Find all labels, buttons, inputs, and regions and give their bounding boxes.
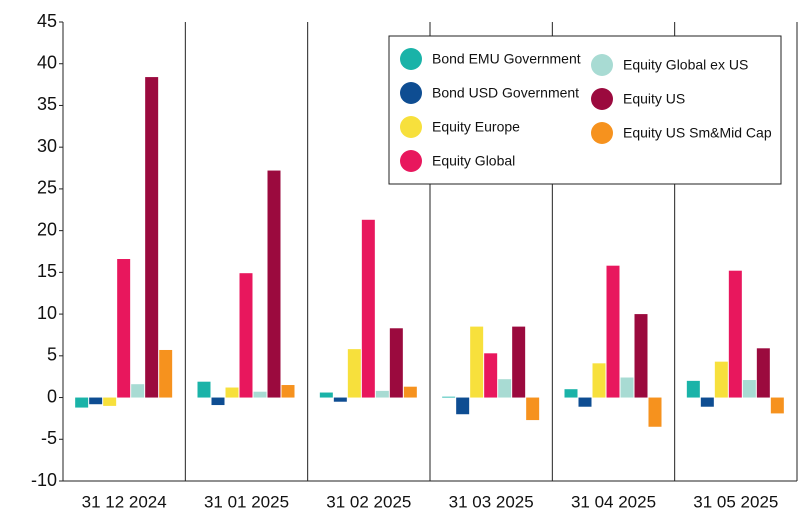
y-tick-label: 20: [37, 219, 57, 239]
legend-swatch: [591, 54, 613, 76]
x-tick-label: 31 04 2025: [571, 492, 656, 511]
y-tick-label: 25: [37, 178, 57, 198]
bar: [578, 397, 592, 407]
bar: [361, 219, 375, 398]
bar: [103, 397, 117, 406]
y-tick-label: -10: [31, 470, 57, 490]
bar: [159, 349, 173, 398]
bar: [770, 397, 784, 414]
y-tick-label: 40: [37, 52, 57, 72]
bar: [239, 273, 253, 398]
bar: [117, 259, 131, 398]
bar: [281, 385, 295, 398]
legend-label: Equity US Sm&Mid Cap: [623, 125, 772, 141]
bar: [648, 397, 662, 427]
bar: [498, 379, 512, 398]
bar: [225, 387, 239, 398]
bar: [442, 396, 456, 398]
x-tick-label: 31 12 2024: [82, 492, 167, 511]
y-tick-label: -5: [41, 428, 57, 448]
bar: [145, 77, 159, 398]
bar: [456, 397, 470, 415]
bar: [606, 265, 620, 398]
bar: [333, 397, 347, 402]
bar: [197, 381, 211, 398]
y-tick-label: 5: [47, 345, 57, 365]
bar: [512, 326, 526, 398]
bar: [131, 384, 145, 398]
y-tick-label: 45: [37, 11, 57, 31]
bar: [686, 380, 700, 398]
legend-box: [388, 35, 782, 185]
bar: [267, 170, 281, 398]
legend-label: Equity US: [623, 91, 685, 107]
legend-label: Equity Global: [432, 153, 515, 169]
legend-label: Bond EMU Government: [432, 51, 581, 67]
bar: [89, 397, 103, 405]
legend-swatch: [591, 122, 613, 144]
bar: [526, 397, 540, 421]
bar: [728, 270, 742, 398]
y-tick-label: 30: [37, 136, 57, 156]
bar: [253, 391, 267, 398]
bar: [470, 326, 484, 398]
legend-swatch: [591, 88, 613, 110]
bar: [564, 389, 578, 398]
bar: [75, 397, 89, 408]
bar: [211, 397, 225, 406]
bar: [742, 380, 756, 398]
bar: [592, 363, 606, 398]
legend-swatch: [400, 48, 422, 70]
legend-swatch: [400, 82, 422, 104]
y-tick-label: 35: [37, 94, 57, 114]
legend-swatch: [400, 116, 422, 138]
bar: [347, 349, 361, 398]
bar: [375, 390, 389, 398]
y-tick-label: 10: [37, 303, 57, 323]
x-tick-label: 31 01 2025: [204, 492, 289, 511]
bar: [634, 314, 648, 398]
bar: [389, 328, 403, 398]
bar: [319, 392, 333, 398]
legend-label: Equity Global ex US: [623, 57, 748, 73]
bar: [714, 361, 728, 398]
y-tick-label: 0: [47, 386, 57, 406]
bar: [403, 386, 417, 398]
legend-label: Bond USD Government: [432, 85, 579, 101]
bar: [756, 348, 770, 398]
x-tick-label: 31 02 2025: [326, 492, 411, 511]
x-tick-label: 31 05 2025: [693, 492, 778, 511]
legend-swatch: [400, 150, 422, 172]
bar: [700, 397, 714, 407]
legend-label: Equity Europe: [432, 119, 520, 135]
bar: [620, 377, 634, 398]
y-tick-label: 15: [37, 261, 57, 281]
x-tick-label: 31 03 2025: [449, 492, 534, 511]
bar: [484, 353, 498, 398]
